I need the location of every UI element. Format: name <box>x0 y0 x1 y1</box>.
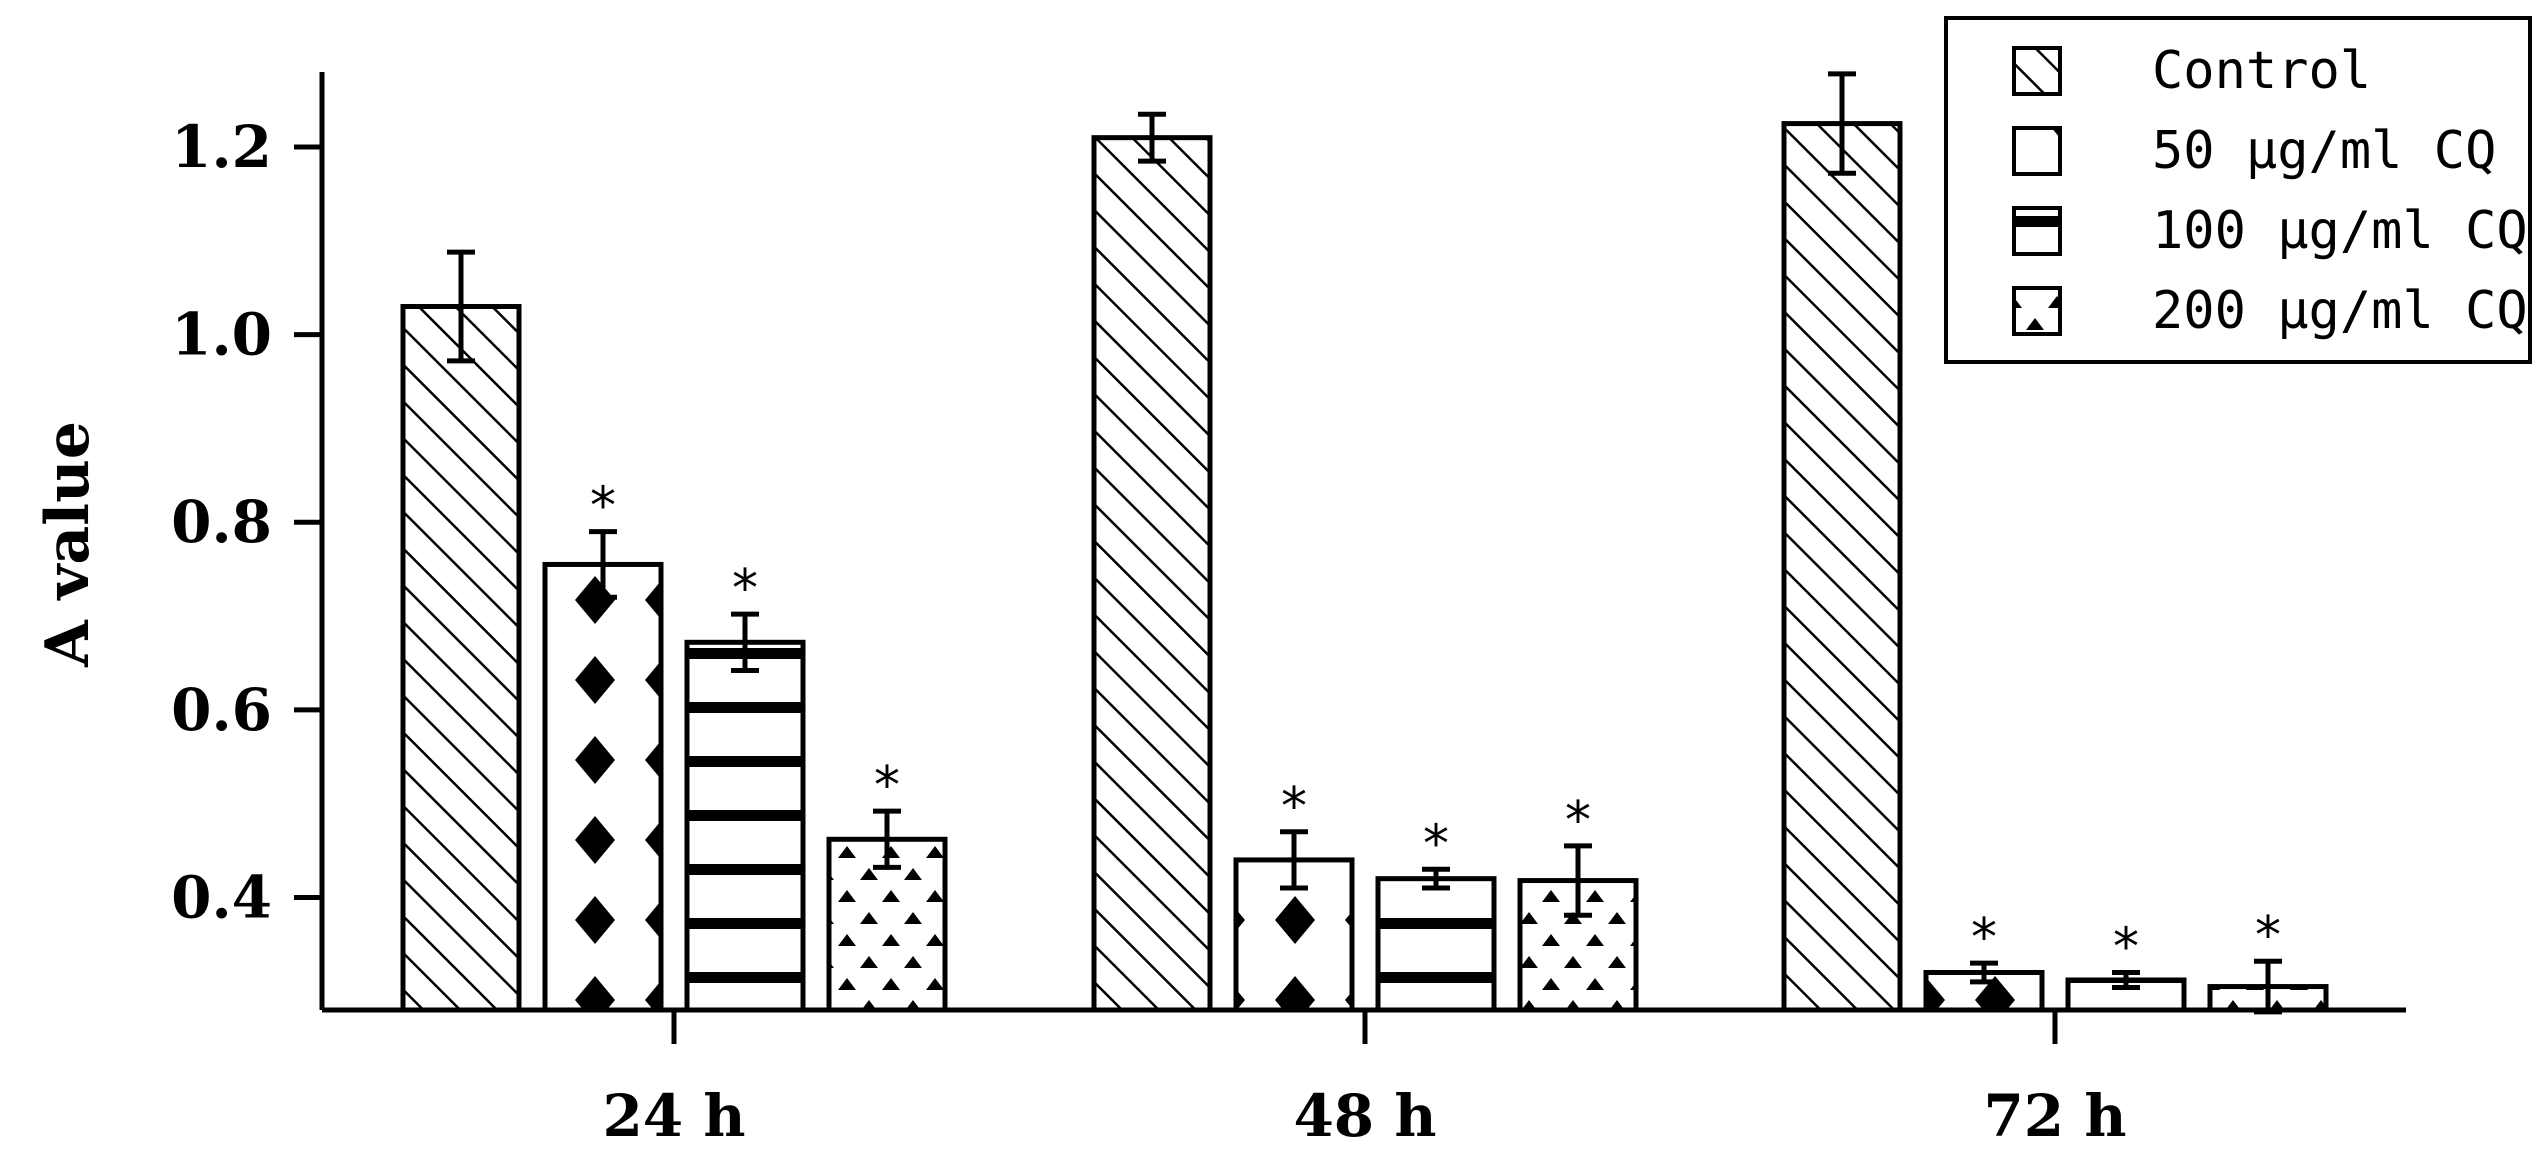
x-tick-label: 24 h <box>602 1082 745 1150</box>
y-tick-label: 0.6 <box>171 676 272 744</box>
legend-swatch-100-g-ml-cq <box>2012 206 2062 256</box>
legend-label-50-g-ml-cq: 50 μg/ml CQ <box>2152 121 2496 181</box>
significance-marker: * <box>1565 791 1591 851</box>
error-bar-control-72-h <box>1828 71 1856 176</box>
legend-label-100-g-ml-cq: 100 μg/ml CQ <box>2152 201 2528 261</box>
significance-marker: * <box>590 477 616 537</box>
bar-control-48-h <box>1091 135 1213 1013</box>
legend: Control 50 μg/ml CQ 100 μg/ml CQ 200 μg/ml … <box>1944 16 2532 364</box>
y-axis-title: A value <box>33 421 103 668</box>
error-bar-200-g-ml-cq-48-h <box>1564 843 1592 918</box>
legend-swatch-50-g-ml-cq <box>2012 126 2062 176</box>
significance-marker: * <box>1281 777 1307 837</box>
bar-control-72-h <box>1781 121 1903 1013</box>
legend-swatch-control <box>2012 46 2062 96</box>
error-bar-200-g-ml-cq-24-h <box>873 808 901 870</box>
bar-50-g-ml-cq-24-h <box>542 561 664 1013</box>
significance-marker: * <box>2255 906 2281 966</box>
y-tick-label: 1.0 <box>171 301 272 369</box>
significance-marker: * <box>1423 814 1449 874</box>
y-tick-label: 0.8 <box>171 488 272 556</box>
significance-marker: * <box>874 756 900 816</box>
legend-label-200-g-ml-cq: 200 μg/ml CQ <box>2152 281 2528 341</box>
significance-marker: * <box>1971 908 1997 968</box>
error-bar-control-24-h <box>447 249 475 364</box>
bar-control-24-h <box>400 304 522 1013</box>
error-bar-100-g-ml-cq-24-h <box>731 611 759 673</box>
significance-marker: * <box>2113 917 2139 977</box>
x-tick-label: 72 h <box>1983 1082 2126 1150</box>
error-bar-50-g-ml-cq-24-h <box>589 529 617 600</box>
y-tick-label: 0.4 <box>171 863 272 931</box>
x-tick-label: 48 h <box>1293 1082 1436 1150</box>
legend-label-control: Control <box>2152 41 2371 101</box>
error-bar-50-g-ml-cq-72-h <box>1970 960 1998 985</box>
legend-swatch-200-g-ml-cq <box>2012 286 2062 336</box>
y-tick-label: 1.2 <box>171 113 272 181</box>
error-bar-50-g-ml-cq-48-h <box>1280 829 1308 891</box>
error-bar-control-48-h <box>1138 111 1166 164</box>
error-bar-100-g-ml-cq-72-h <box>2112 969 2140 990</box>
bar-100-g-ml-cq-24-h <box>684 639 806 1013</box>
error-bar-100-g-ml-cq-48-h <box>1422 866 1450 891</box>
significance-marker: * <box>732 559 758 619</box>
bar-100-g-ml-cq-48-h <box>1375 876 1497 1013</box>
